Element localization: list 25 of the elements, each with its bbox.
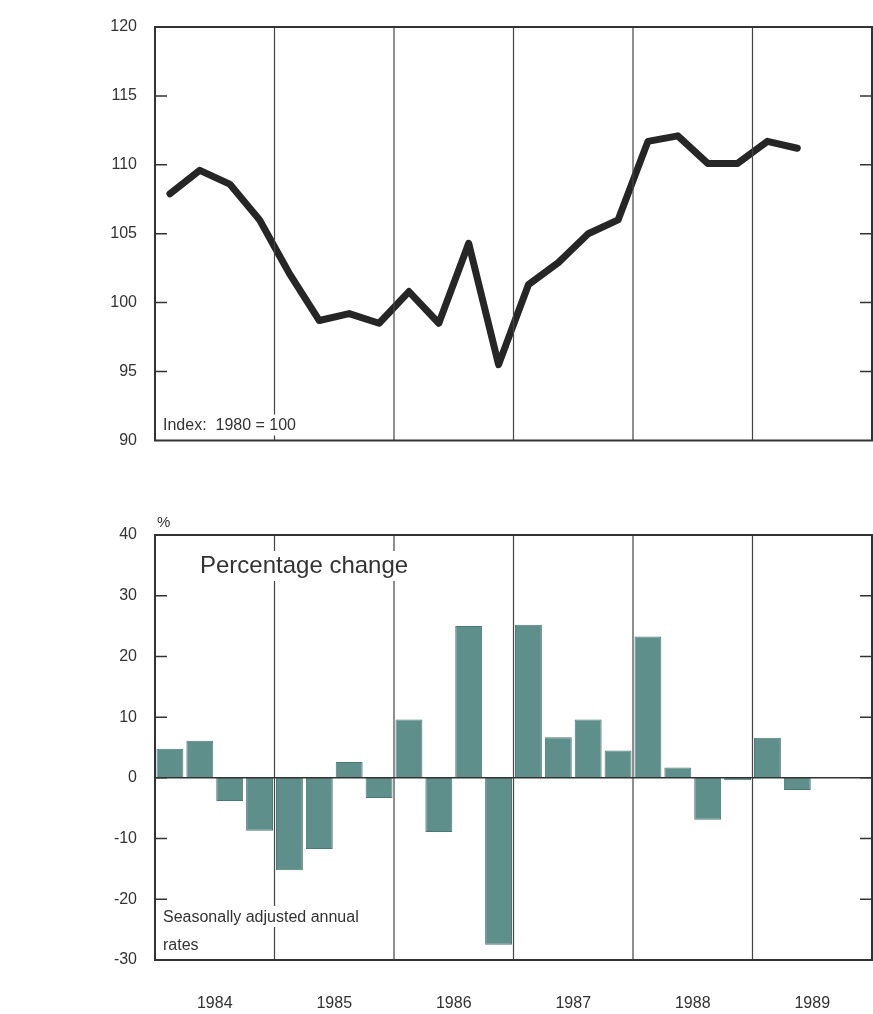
y-tick-label: 95 bbox=[119, 361, 138, 379]
y-tick-label: 30 bbox=[119, 586, 138, 604]
x-tick-label: 1988 bbox=[674, 994, 711, 1012]
y-tick-label: 115 bbox=[111, 86, 138, 104]
y-tick-label: 40 bbox=[119, 525, 138, 543]
x-tick-label: 1986 bbox=[435, 994, 472, 1012]
y-tick-label: -20 bbox=[113, 889, 138, 907]
text: Percentage change bbox=[200, 551, 409, 578]
x-tick-label: 1989 bbox=[794, 994, 831, 1012]
y-tick-label: 100 bbox=[110, 293, 138, 311]
y-tick-label: 10 bbox=[119, 707, 138, 725]
y-tick-label: 90 bbox=[119, 430, 138, 448]
y-tick-label: -30 bbox=[113, 950, 138, 968]
annotation: Index: 1980 = 100 bbox=[163, 416, 297, 434]
y-tick-label: 0 bbox=[128, 768, 138, 786]
y-tick-label: 105 bbox=[110, 224, 138, 242]
annotation: Seasonally adjusted annual rates bbox=[163, 908, 359, 953]
y-axis-title: % bbox=[157, 513, 171, 530]
x-tick-label: 1984 bbox=[196, 994, 233, 1012]
y-tick-label: 110 bbox=[111, 155, 138, 173]
y-tick-label: 20 bbox=[119, 646, 138, 664]
y-tick-label: -10 bbox=[113, 828, 138, 846]
y-tick-label: 120 bbox=[110, 17, 138, 35]
x-tick-label: 1987 bbox=[555, 994, 592, 1012]
x-tick-label: 1985 bbox=[316, 994, 353, 1012]
